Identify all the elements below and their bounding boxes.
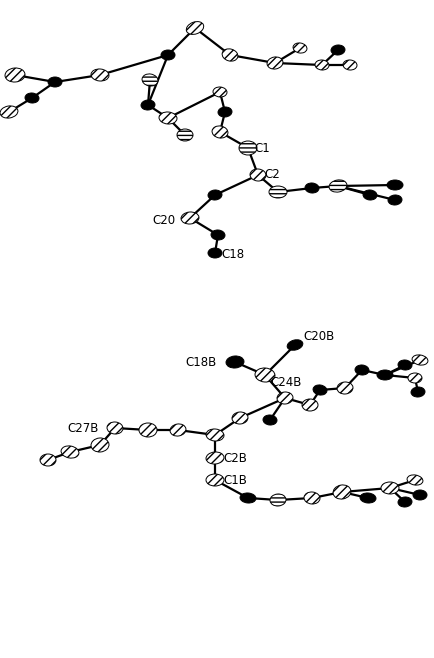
Ellipse shape <box>313 385 327 395</box>
Ellipse shape <box>211 230 225 240</box>
Ellipse shape <box>315 60 329 70</box>
Ellipse shape <box>206 429 224 441</box>
Ellipse shape <box>222 49 238 61</box>
Text: C18B: C18B <box>185 355 216 368</box>
Ellipse shape <box>381 482 399 494</box>
Ellipse shape <box>355 365 369 375</box>
Ellipse shape <box>239 141 257 155</box>
Ellipse shape <box>208 248 222 258</box>
Ellipse shape <box>177 129 193 141</box>
Ellipse shape <box>329 180 347 192</box>
Ellipse shape <box>141 100 155 110</box>
Text: C20: C20 <box>152 213 175 226</box>
Ellipse shape <box>250 169 266 181</box>
Ellipse shape <box>277 392 293 404</box>
Ellipse shape <box>48 77 62 87</box>
Ellipse shape <box>226 356 244 368</box>
Text: C2B: C2B <box>223 451 247 465</box>
Text: C20B: C20B <box>303 330 334 343</box>
Ellipse shape <box>61 446 79 458</box>
Ellipse shape <box>213 87 227 97</box>
Ellipse shape <box>293 43 307 53</box>
Ellipse shape <box>287 340 303 350</box>
Ellipse shape <box>363 190 377 200</box>
Ellipse shape <box>263 415 277 425</box>
Ellipse shape <box>5 68 25 82</box>
Ellipse shape <box>40 454 56 466</box>
Ellipse shape <box>218 107 232 117</box>
Text: C24B: C24B <box>270 376 301 390</box>
Ellipse shape <box>107 422 123 434</box>
Ellipse shape <box>408 373 422 383</box>
Ellipse shape <box>161 50 175 60</box>
Ellipse shape <box>267 57 283 69</box>
Ellipse shape <box>412 355 428 365</box>
Ellipse shape <box>304 492 320 504</box>
Ellipse shape <box>181 212 199 224</box>
Ellipse shape <box>413 490 427 500</box>
Ellipse shape <box>170 424 186 436</box>
Ellipse shape <box>255 368 275 382</box>
Ellipse shape <box>270 494 286 506</box>
Ellipse shape <box>206 474 224 486</box>
Ellipse shape <box>388 195 402 205</box>
Ellipse shape <box>302 399 318 411</box>
Ellipse shape <box>142 74 158 86</box>
Ellipse shape <box>337 382 353 394</box>
Ellipse shape <box>25 93 39 103</box>
Text: C1: C1 <box>254 141 270 155</box>
Ellipse shape <box>91 438 109 452</box>
Text: C18: C18 <box>221 249 244 261</box>
Ellipse shape <box>387 180 403 190</box>
Ellipse shape <box>212 126 228 138</box>
Ellipse shape <box>206 452 224 464</box>
Ellipse shape <box>0 106 18 118</box>
Text: C27B: C27B <box>67 422 99 434</box>
Ellipse shape <box>159 112 177 124</box>
Ellipse shape <box>411 387 425 397</box>
Ellipse shape <box>333 485 351 499</box>
Ellipse shape <box>91 69 109 81</box>
Ellipse shape <box>208 190 222 200</box>
Ellipse shape <box>407 475 423 485</box>
Ellipse shape <box>398 497 412 507</box>
Text: C1B: C1B <box>223 474 247 486</box>
Ellipse shape <box>139 423 157 437</box>
Ellipse shape <box>377 370 393 380</box>
Ellipse shape <box>398 360 412 370</box>
Ellipse shape <box>343 60 357 70</box>
Ellipse shape <box>186 22 204 34</box>
Ellipse shape <box>305 183 319 193</box>
Ellipse shape <box>240 493 256 503</box>
Ellipse shape <box>360 493 376 503</box>
Ellipse shape <box>269 186 287 198</box>
Ellipse shape <box>232 412 248 424</box>
Ellipse shape <box>331 45 345 55</box>
Text: C2: C2 <box>264 168 280 182</box>
